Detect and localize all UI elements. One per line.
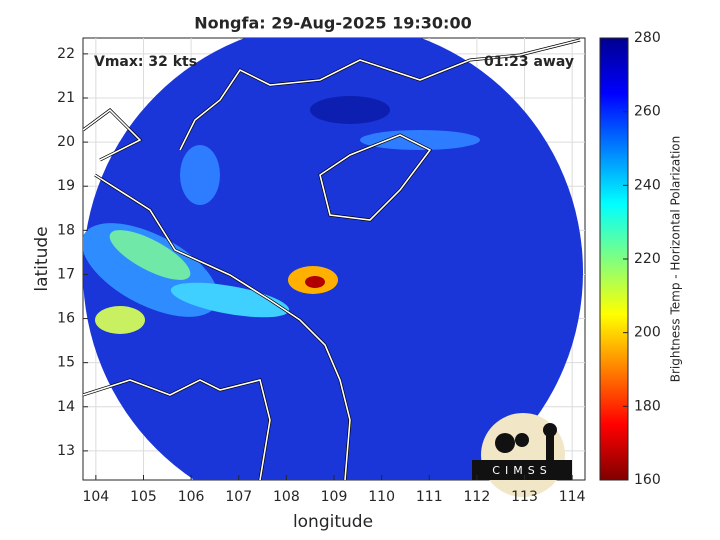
colorbar-label: Brightness Temp - Horizontal Polarizatio… — [669, 136, 683, 383]
cloud — [305, 276, 325, 288]
y-tick-label: 20 — [57, 134, 75, 150]
y-tick-label: 15 — [57, 355, 75, 371]
colorbar-tick-label: 260 — [634, 104, 661, 120]
annotation: 01:23 away — [484, 54, 574, 70]
y-axis-label: latitude — [32, 226, 52, 291]
y-tick-label: 21 — [57, 90, 75, 106]
colorbar-tick-label: 280 — [634, 30, 661, 46]
swath — [83, 38, 583, 480]
x-tick-label: 104 — [82, 489, 109, 505]
colorbar-tick-label: 180 — [634, 398, 661, 414]
x-tick-label: 110 — [368, 489, 395, 505]
cloud — [310, 96, 390, 124]
x-tick-label: 105 — [130, 489, 157, 505]
coastlines — [83, 38, 581, 480]
colorbar-tick-label: 160 — [634, 472, 661, 488]
x-tick-label: 112 — [464, 489, 491, 505]
y-tick-label: 13 — [57, 443, 75, 459]
x-tick-label: 108 — [273, 489, 300, 505]
colorbar-tick-label: 240 — [634, 177, 661, 193]
x-tick-label: 113 — [511, 489, 538, 505]
y-tick-label: 18 — [57, 222, 75, 238]
logo: CIMSS — [472, 413, 572, 497]
cloud — [360, 130, 480, 150]
x-tick-label: 114 — [559, 489, 586, 505]
x-tick-label: 106 — [178, 489, 205, 505]
cloud — [180, 145, 220, 205]
y-tick-label: 17 — [57, 266, 75, 282]
x-tick-label: 111 — [416, 489, 443, 505]
cloud — [170, 282, 290, 318]
logo-text: CIMSS — [492, 464, 551, 477]
y-tick-label: 19 — [57, 178, 75, 194]
x-tick-label: 107 — [225, 489, 252, 505]
y-tick-label: 16 — [57, 311, 75, 327]
annotation: Vmax: 32 kts — [94, 54, 197, 70]
colorbar-tick-label: 220 — [634, 251, 661, 267]
colorbar-tick-label: 200 — [634, 325, 661, 341]
y-tick-label: 14 — [57, 399, 75, 415]
x-tick-label: 109 — [321, 489, 348, 505]
x-axis-label: longitude — [293, 512, 373, 532]
chart-title: Nongfa: 29-Aug-2025 19:30:00 — [194, 14, 471, 33]
cloud — [109, 230, 191, 280]
y-tick-label: 22 — [57, 46, 75, 62]
cloud — [95, 306, 145, 334]
